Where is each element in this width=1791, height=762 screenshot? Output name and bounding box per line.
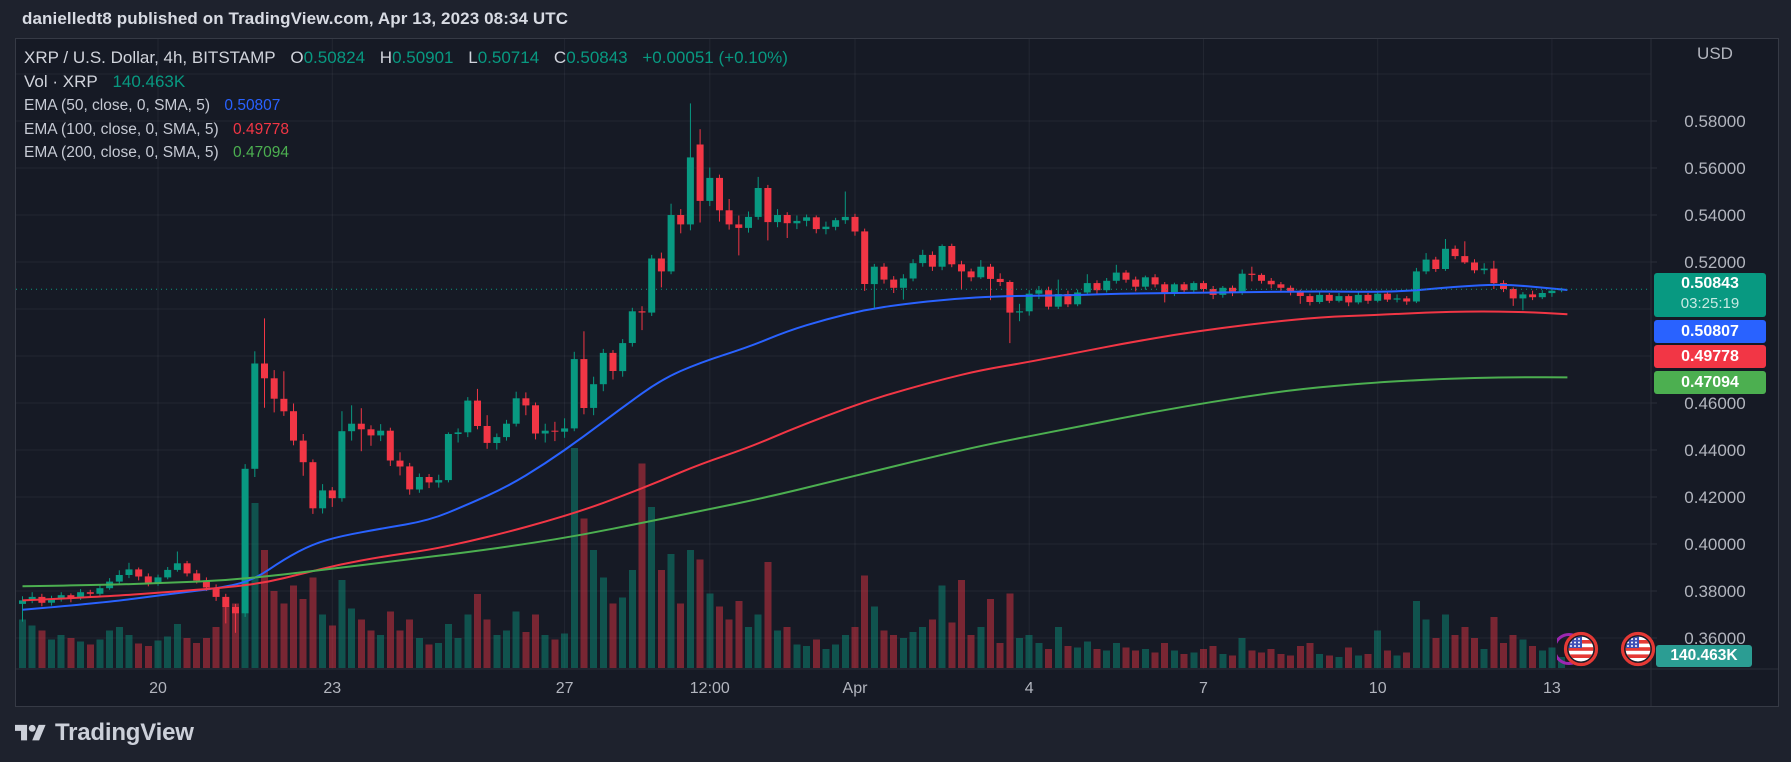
ema100-label: EMA (100, close, 0, SMA, 5) [24,120,219,138]
ohlc-high-label: H [379,48,393,67]
price-axis-badge-ema200-value: 0.47094 [1654,371,1766,394]
candlestick-series [19,103,1566,633]
ohlc-open-value: 0.50824 [303,48,366,67]
svg-text:10: 10 [1369,680,1387,697]
red-ring-icon [1563,631,1599,667]
us-flag-marker-stacked[interactable] [1557,631,1599,667]
us-flag-marker[interactable] [1620,631,1656,667]
footer: TradingView [15,716,194,750]
volume-label: Vol · XRP [24,72,98,91]
ohlc-open-label: O [290,48,304,67]
ohlc-high-value: 0.50901 [392,48,454,67]
chart-legend: XRP / U.S. Dollar, 4h, BITSTAMP O0.50824… [24,46,788,165]
bar-countdown: 03:25:19 [1680,295,1740,312]
svg-text:0.52000: 0.52000 [1684,253,1745,272]
svg-text:20: 20 [149,680,167,697]
volume-axis-badge: 140.463K [1656,645,1752,667]
price-axis-badge-current-price: 0.50843 03:25:19 [1654,273,1766,317]
price-axis-currency: USD [1697,44,1733,63]
ema50-line [22,283,1568,611]
svg-text:0.58000: 0.58000 [1684,112,1745,131]
svg-text:0.40000: 0.40000 [1684,535,1745,554]
svg-text:0.46000: 0.46000 [1684,394,1745,413]
time-axis[interactable]: 20 23 27 12:00 Apr 4 7 10 13 [149,680,1561,697]
change-value: +0.00051 (+0.10%) [642,48,788,67]
ema200-line [22,376,1568,588]
symbol-title: XRP / U.S. Dollar, 4h, BITSTAMP [24,48,276,67]
ema50-legend-row: EMA (50, close, 0, SMA, 5) 0.50807 [24,94,788,118]
ema200-legend-row: EMA (200, close, 0, SMA, 5) 0.47094 [24,141,788,165]
price-axis-badge-ema100-value: 0.49778 [1654,345,1766,368]
svg-text:7: 7 [1199,680,1208,697]
ohlc-close-value: 0.50843 [566,48,628,67]
us-flag-icon [1625,636,1651,662]
svg-text:13: 13 [1543,680,1561,697]
ema100-legend-row: EMA (100, close, 0, SMA, 5) 0.49778 [24,118,788,142]
svg-text:0.38000: 0.38000 [1684,582,1745,601]
red-ring-icon [1620,631,1656,667]
svg-text:4: 4 [1025,680,1034,697]
ohlc-close-label: C [553,48,567,67]
svg-text:12:00: 12:00 [690,680,730,697]
svg-text:Apr: Apr [843,680,869,697]
svg-text:0.42000: 0.42000 [1684,488,1745,507]
svg-text:27: 27 [556,680,574,697]
volume-series [19,448,1566,668]
ema50-label: EMA (50, close, 0, SMA, 5) [24,97,211,114]
ohlc-low-value: 0.50714 [477,48,540,67]
ema50-value: 0.50807 [224,97,281,114]
tradingview-brand-text[interactable]: TradingView [55,719,194,746]
ohlc-low-label: L [468,48,478,67]
price-axis[interactable]: USD 0.58000 0.56000 0.54000 0.52000 0.46000 0.… [1651,44,1746,648]
ema200-label: EMA (200, close, 0, SMA, 5) [24,144,219,161]
volume-value: 140.463K [112,72,186,91]
svg-text:0.54000: 0.54000 [1684,206,1745,225]
price-axis-badge-ema50-value: 0.50807 [1654,320,1766,343]
ema200-value: 0.47094 [233,144,290,161]
tradingview-logo-icon[interactable] [15,721,46,746]
volume-legend-row: Vol · XRP 140.463K [24,70,788,94]
chart-flag-markers[interactable] [1557,627,1667,671]
us-flag-icon [1568,636,1594,662]
svg-text:0.56000: 0.56000 [1684,159,1745,178]
svg-text:23: 23 [323,680,341,697]
svg-text:0.36000: 0.36000 [1684,629,1745,648]
ema100-line [22,310,1568,602]
publish-header: danielledt8 published on TradingView.com… [22,9,569,28]
chart-frame: USD 0.58000 0.56000 0.54000 0.52000 0.46000 0.… [15,38,1779,707]
symbol-legend-row: XRP / U.S. Dollar, 4h, BITSTAMP O0.50824… [24,46,788,70]
ema100-value: 0.49778 [233,120,290,138]
svg-text:0.44000: 0.44000 [1684,441,1745,460]
